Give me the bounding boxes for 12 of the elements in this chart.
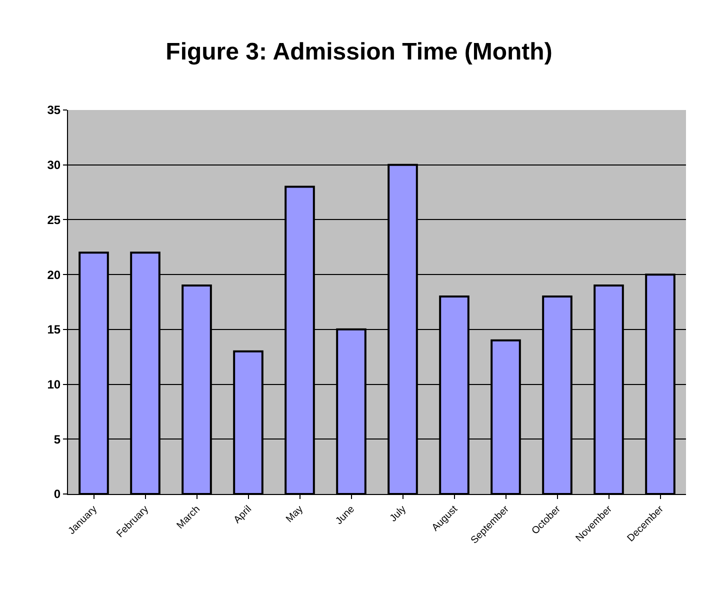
y-tick-label: 15 bbox=[47, 322, 61, 337]
x-tick-label: May bbox=[284, 504, 306, 526]
y-tick-label: 30 bbox=[47, 158, 61, 172]
y-tick-label: 5 bbox=[54, 432, 61, 446]
y-tick-label: 10 bbox=[47, 377, 61, 392]
x-tick-label: June bbox=[334, 504, 358, 527]
y-tick-label: 25 bbox=[47, 212, 61, 227]
chart-title: Figure 3: Admission Time (Month) bbox=[166, 38, 552, 66]
y-tick-label: 0 bbox=[54, 487, 61, 502]
y-tick-label: 35 bbox=[47, 103, 61, 118]
x-tick-label: July bbox=[388, 504, 408, 524]
y-tick-label: 20 bbox=[47, 268, 61, 282]
